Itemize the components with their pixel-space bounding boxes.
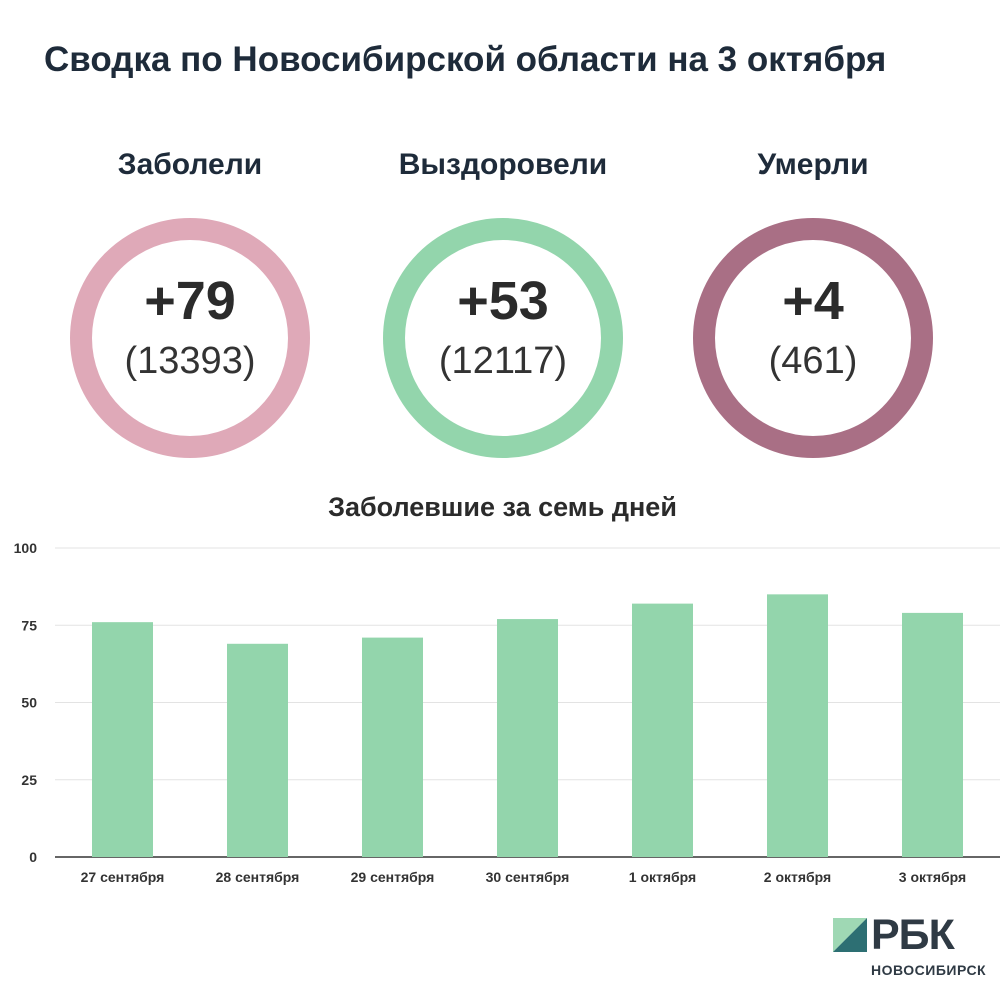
bar (362, 637, 423, 857)
rbc-logo-subtitle: НОВОСИБИРСК (871, 962, 987, 978)
x-tick-label: 29 сентября (351, 869, 435, 885)
bar (497, 619, 558, 857)
x-tick-label: 30 сентября (486, 869, 570, 885)
chart-x-labels: 27 сентября 28 сентября 29 сентября 30 сент… (81, 869, 967, 885)
stat-deaths: Умерли +4 (461) (663, 140, 963, 470)
bar (902, 612, 963, 857)
stat-deaths-delta: +4 (782, 271, 844, 331)
stat-infected-label: Заболели (117, 148, 263, 181)
x-tick-label: 1 октября (629, 869, 696, 885)
x-tick-label: 2 октября (764, 869, 831, 885)
bar (767, 594, 828, 857)
stat-infected: Заболели +79 (13393) (40, 140, 340, 470)
bar (632, 603, 693, 857)
y-tick-label: 0 (29, 849, 37, 865)
stat-recovered-total: (12117) (438, 340, 568, 382)
stat-deaths-label: Умерли (757, 148, 869, 181)
bar (227, 643, 288, 857)
stat-infected-ring (70, 218, 310, 458)
y-tick-label: 75 (21, 617, 37, 633)
stat-infected-delta: +79 (144, 271, 236, 331)
rbc-logo: РБК НОВОСИБИРСК (833, 912, 993, 982)
stat-recovered-label: Выздоровели (398, 148, 608, 181)
chart-bars (92, 594, 963, 857)
stat-recovered-ring (383, 218, 623, 458)
bar (92, 622, 153, 857)
stat-recovered-delta: +53 (457, 271, 549, 331)
stat-infected-total: (13393) (124, 340, 256, 382)
rbc-logo-mark-icon (833, 918, 867, 952)
stat-recovered: Выздоровели +53 (12117) (353, 140, 653, 470)
stat-deaths-ring (693, 218, 933, 458)
y-tick-label: 100 (14, 540, 38, 556)
x-tick-label: 28 сентября (216, 869, 300, 885)
rbc-logo-text: РБК (871, 911, 955, 959)
y-tick-label: 25 (21, 772, 37, 788)
bar-chart: 0 25 50 75 100 27 сентября 28 сентября 29 сент… (14, 540, 1000, 885)
y-tick-label: 50 (21, 695, 37, 711)
x-tick-label: 3 октября (899, 869, 966, 885)
chart-title: Заболевшие за семь дней (328, 492, 677, 522)
x-tick-label: 27 сентября (81, 869, 165, 885)
page-title: Сводка по Новосибирской области на 3 окт… (44, 40, 887, 79)
stat-deaths-total: (461) (768, 340, 858, 382)
